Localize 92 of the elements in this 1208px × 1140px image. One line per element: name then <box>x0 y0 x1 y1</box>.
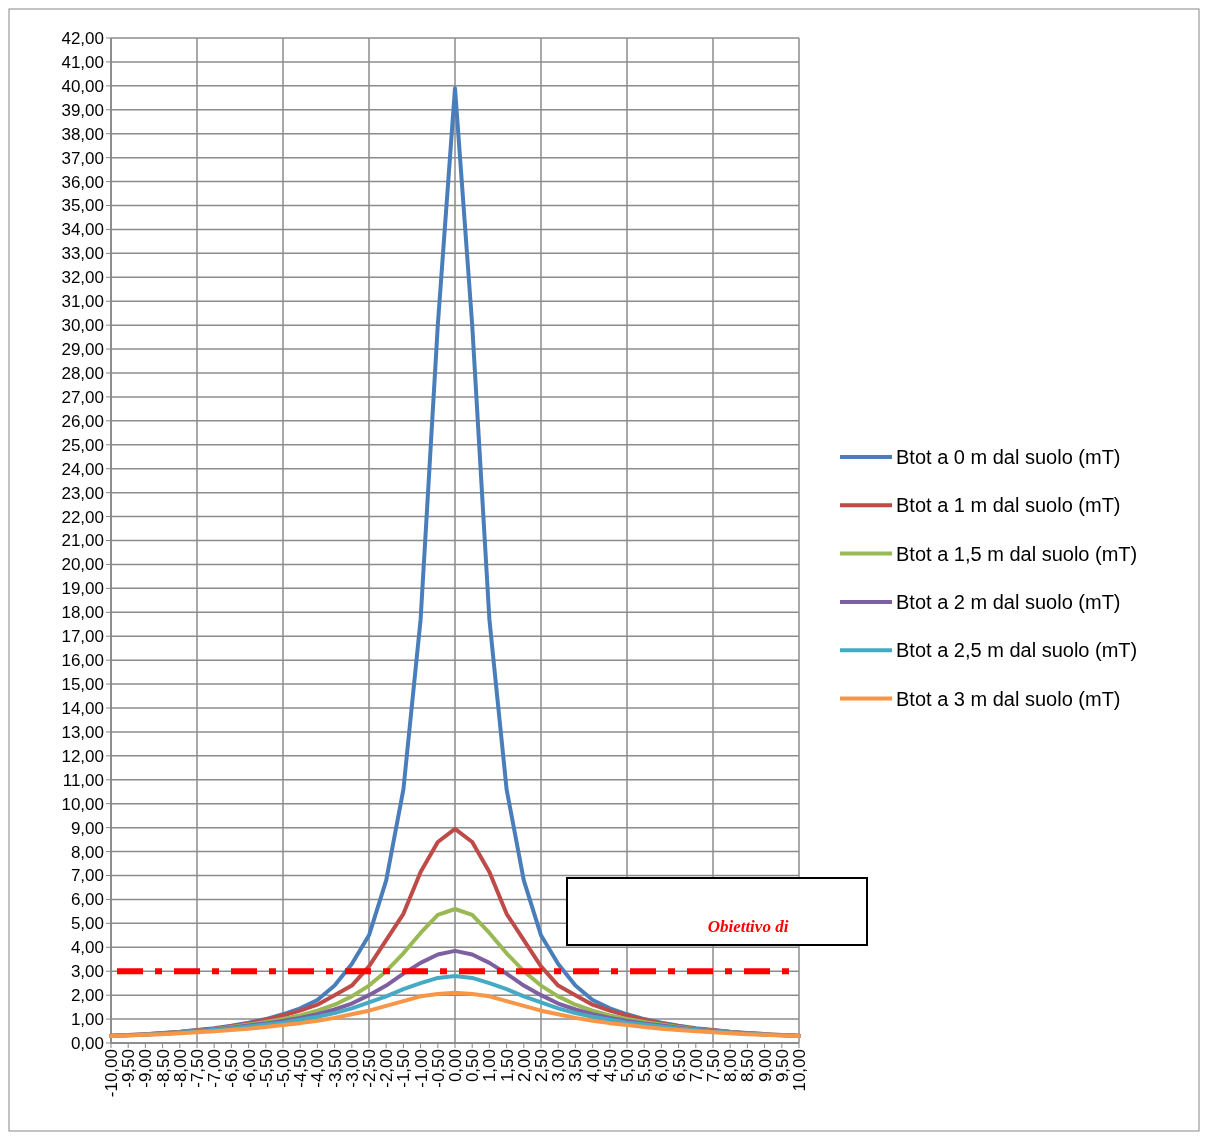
x-tick-label: -8,50 <box>153 1049 173 1088</box>
y-tick-label: 17,00 <box>61 627 104 647</box>
y-tick-label: 10,00 <box>61 794 104 814</box>
x-tick-label: -4,50 <box>291 1049 311 1088</box>
y-tick-label: 11,00 <box>62 770 104 790</box>
y-tick-label: 26,00 <box>61 411 104 431</box>
y-tick-label: 25,00 <box>61 435 104 455</box>
x-tick-label: 6,50 <box>669 1049 689 1083</box>
y-tick-label: 29,00 <box>61 340 104 360</box>
x-tick-label: -9,00 <box>136 1049 156 1088</box>
x-tick-label: 4,00 <box>583 1049 603 1083</box>
y-tick-label: 30,00 <box>61 316 104 336</box>
legend-label: Btot a 1,5 m dal suolo (mT) <box>896 542 1138 565</box>
y-tick-label: 16,00 <box>61 651 104 671</box>
x-tick-label: -1,50 <box>394 1049 414 1088</box>
x-tick-label: 2,50 <box>531 1049 551 1083</box>
x-tick-label: 6,00 <box>652 1049 672 1083</box>
y-tick-label: 40,00 <box>61 76 104 96</box>
y-tick-label: 42,00 <box>61 28 104 48</box>
y-tick-label: 28,00 <box>61 363 104 383</box>
y-tick-label: 36,00 <box>61 172 104 192</box>
x-tick-label: 1,00 <box>480 1049 500 1083</box>
x-tick-label: 0,50 <box>463 1049 483 1083</box>
x-tick-label: -7,50 <box>187 1049 207 1088</box>
y-tick-label: 12,00 <box>61 746 104 766</box>
x-tick-label: 5,00 <box>617 1049 637 1083</box>
x-tick-label: 8,50 <box>738 1049 758 1083</box>
legend-label: Btot a 2 m dal suolo (mT) <box>896 590 1121 613</box>
x-tick-label: 7,50 <box>703 1049 723 1083</box>
x-tick-label: -9,50 <box>119 1049 139 1088</box>
x-tick-label: -6,50 <box>222 1049 242 1088</box>
y-tick-label: 18,00 <box>61 603 104 623</box>
x-tick-label: -5,00 <box>273 1049 293 1088</box>
x-tick-label: -5,50 <box>256 1049 276 1088</box>
x-tick-label: 1,50 <box>497 1049 517 1083</box>
y-tick-label: 38,00 <box>61 124 104 144</box>
y-tick-label: 24,00 <box>61 459 104 479</box>
y-tick-label: 13,00 <box>61 722 104 742</box>
legend-label: Btot a 0 m dal suolo (mT) <box>896 446 1121 468</box>
y-tick-label: 9,00 <box>70 818 104 838</box>
y-tick-label: 1,00 <box>70 1010 104 1030</box>
y-tick-label: 2,00 <box>70 986 104 1006</box>
y-tick-label: 31,00 <box>61 292 104 312</box>
x-tick-label: 8,00 <box>721 1049 741 1083</box>
y-tick-label: 14,00 <box>61 698 104 718</box>
y-tick-label: 5,00 <box>70 914 104 934</box>
x-tick-label: -3,50 <box>325 1049 345 1088</box>
x-tick-label: 4,50 <box>600 1049 620 1083</box>
legend-label: Btot a 2,5 m dal suolo (mT) <box>896 639 1138 662</box>
x-tick-label: 10,00 <box>789 1049 809 1092</box>
y-tick-label: 4,00 <box>70 938 104 958</box>
y-tick-label: 22,00 <box>61 507 104 527</box>
y-tick-label: 32,00 <box>61 268 104 288</box>
y-tick-label: 0,00 <box>70 1033 104 1053</box>
y-tick-label: 7,00 <box>70 866 104 886</box>
x-tick-label: 5,50 <box>635 1049 655 1083</box>
y-tick-label: 3,00 <box>70 962 104 982</box>
x-tick-label: 9,00 <box>755 1049 775 1083</box>
x-tick-label: -4,00 <box>308 1049 328 1088</box>
x-tick-label: 3,00 <box>549 1049 569 1083</box>
x-tick-label: -8,00 <box>170 1049 190 1088</box>
y-tick-label: 23,00 <box>61 483 104 503</box>
y-tick-label: 34,00 <box>61 220 104 240</box>
x-tick-label: -0,50 <box>428 1049 448 1088</box>
y-tick-label: 20,00 <box>61 555 104 575</box>
line-series <box>109 990 801 1039</box>
y-tick-label: 6,00 <box>70 890 104 910</box>
annotation: Obiettivo di <box>707 917 789 936</box>
x-tick-label: 9,50 <box>772 1049 792 1083</box>
x-tick-label: -2,00 <box>377 1049 397 1088</box>
x-tick-label: 2,00 <box>514 1049 534 1083</box>
y-tick-label: 27,00 <box>61 387 104 407</box>
x-tick-label: -1,00 <box>411 1049 431 1088</box>
x-tick-label: -3,00 <box>342 1049 362 1088</box>
x-tick-label: 0,00 <box>445 1049 465 1083</box>
y-tick-label: 8,00 <box>70 842 104 862</box>
y-tick-label: 41,00 <box>61 52 104 72</box>
x-tick-label: -2,50 <box>359 1049 379 1088</box>
x-tick-label: 3,50 <box>566 1049 586 1083</box>
legend-label: Btot a 1 m dal suolo (mT) <box>896 494 1121 517</box>
y-tick-label: 39,00 <box>61 100 104 120</box>
x-tick-label: -6,00 <box>239 1049 259 1088</box>
y-tick-label: 33,00 <box>61 244 104 264</box>
y-tick-label: 37,00 <box>61 148 104 168</box>
legend-label: Btot a 3 m dal suolo (mT) <box>896 687 1121 710</box>
y-tick-label: 19,00 <box>61 579 104 599</box>
y-tick-label: 35,00 <box>61 196 104 216</box>
x-tick-label: -10,00 <box>101 1049 121 1098</box>
y-tick-label: 15,00 <box>61 675 104 695</box>
y-tick-label: 21,00 <box>61 531 104 551</box>
x-tick-label: -7,00 <box>205 1049 225 1088</box>
x-tick-label: 7,00 <box>686 1049 706 1083</box>
